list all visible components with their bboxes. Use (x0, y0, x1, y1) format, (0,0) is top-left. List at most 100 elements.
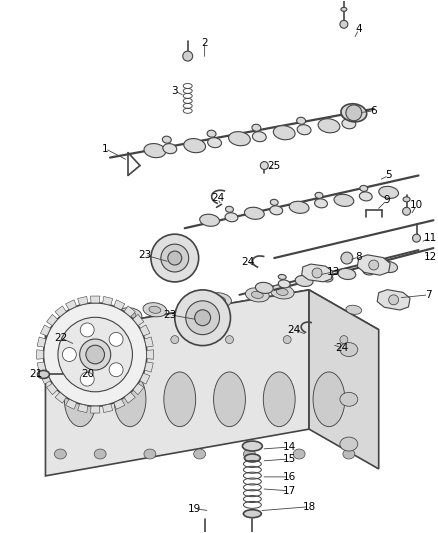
Text: 24: 24 (287, 325, 301, 335)
Ellipse shape (244, 207, 264, 219)
Ellipse shape (403, 197, 410, 202)
Polygon shape (66, 399, 77, 409)
Polygon shape (133, 383, 144, 394)
Ellipse shape (318, 119, 340, 133)
Ellipse shape (270, 206, 283, 215)
Polygon shape (46, 383, 57, 394)
Ellipse shape (295, 276, 313, 286)
Text: 8: 8 (356, 252, 362, 262)
Circle shape (86, 345, 105, 364)
Circle shape (183, 51, 193, 61)
Circle shape (340, 20, 348, 28)
Circle shape (346, 105, 362, 121)
Ellipse shape (54, 449, 66, 459)
Ellipse shape (340, 392, 358, 406)
Ellipse shape (343, 449, 355, 459)
Circle shape (161, 244, 189, 272)
Polygon shape (66, 300, 77, 310)
Ellipse shape (207, 130, 216, 137)
Text: 5: 5 (385, 171, 392, 181)
Circle shape (341, 252, 353, 264)
Ellipse shape (184, 139, 205, 152)
Ellipse shape (289, 201, 309, 213)
Circle shape (403, 207, 410, 215)
Ellipse shape (144, 143, 166, 158)
Polygon shape (302, 264, 332, 282)
Circle shape (109, 363, 123, 377)
Ellipse shape (341, 7, 347, 11)
Text: 25: 25 (268, 160, 281, 171)
Ellipse shape (340, 437, 358, 451)
Circle shape (389, 295, 399, 305)
Ellipse shape (315, 192, 323, 198)
Ellipse shape (242, 441, 262, 451)
Polygon shape (46, 290, 379, 374)
Ellipse shape (270, 285, 294, 299)
Circle shape (369, 260, 379, 270)
Ellipse shape (114, 372, 146, 426)
Polygon shape (133, 314, 144, 326)
Text: 1: 1 (102, 143, 109, 154)
Polygon shape (147, 350, 154, 359)
Text: 22: 22 (54, 333, 67, 343)
Ellipse shape (297, 125, 311, 135)
Polygon shape (55, 306, 66, 317)
Ellipse shape (244, 449, 255, 459)
Polygon shape (37, 350, 44, 359)
Ellipse shape (124, 311, 136, 318)
Circle shape (260, 161, 268, 169)
Ellipse shape (208, 293, 231, 307)
Text: 18: 18 (303, 502, 316, 512)
Polygon shape (357, 255, 390, 275)
Text: 4: 4 (356, 25, 362, 34)
Polygon shape (37, 337, 46, 347)
Text: 17: 17 (283, 486, 296, 496)
Ellipse shape (321, 269, 329, 273)
Text: 11: 11 (424, 233, 437, 243)
Ellipse shape (163, 143, 177, 154)
Ellipse shape (270, 199, 278, 205)
Circle shape (62, 348, 76, 361)
Polygon shape (40, 373, 50, 384)
Ellipse shape (143, 303, 167, 317)
Ellipse shape (245, 288, 269, 302)
Circle shape (312, 268, 322, 278)
Ellipse shape (225, 213, 238, 222)
Text: 6: 6 (371, 106, 377, 116)
Ellipse shape (183, 298, 207, 312)
Text: 9: 9 (383, 196, 390, 205)
Ellipse shape (379, 187, 399, 198)
Text: 13: 13 (326, 267, 339, 277)
Ellipse shape (64, 372, 96, 426)
Circle shape (57, 336, 64, 344)
Ellipse shape (244, 454, 260, 462)
Ellipse shape (189, 301, 201, 309)
Circle shape (194, 310, 211, 326)
Ellipse shape (38, 370, 49, 378)
Circle shape (175, 290, 230, 345)
Ellipse shape (334, 195, 354, 206)
Polygon shape (114, 399, 125, 409)
Circle shape (171, 336, 179, 344)
Circle shape (58, 317, 132, 392)
Ellipse shape (118, 308, 142, 322)
Ellipse shape (363, 267, 374, 275)
Ellipse shape (363, 262, 371, 266)
Polygon shape (91, 406, 100, 413)
Text: 23: 23 (163, 310, 177, 320)
Polygon shape (46, 314, 57, 326)
Ellipse shape (263, 372, 295, 426)
Ellipse shape (276, 288, 288, 295)
Polygon shape (377, 289, 410, 310)
Circle shape (186, 301, 219, 335)
Circle shape (80, 323, 94, 337)
Ellipse shape (278, 274, 286, 279)
Ellipse shape (162, 136, 171, 143)
Polygon shape (102, 296, 113, 305)
Text: 3: 3 (171, 86, 178, 96)
Ellipse shape (144, 449, 156, 459)
Text: 21: 21 (29, 369, 42, 379)
Ellipse shape (229, 132, 250, 146)
Ellipse shape (273, 126, 295, 140)
Ellipse shape (338, 269, 356, 279)
